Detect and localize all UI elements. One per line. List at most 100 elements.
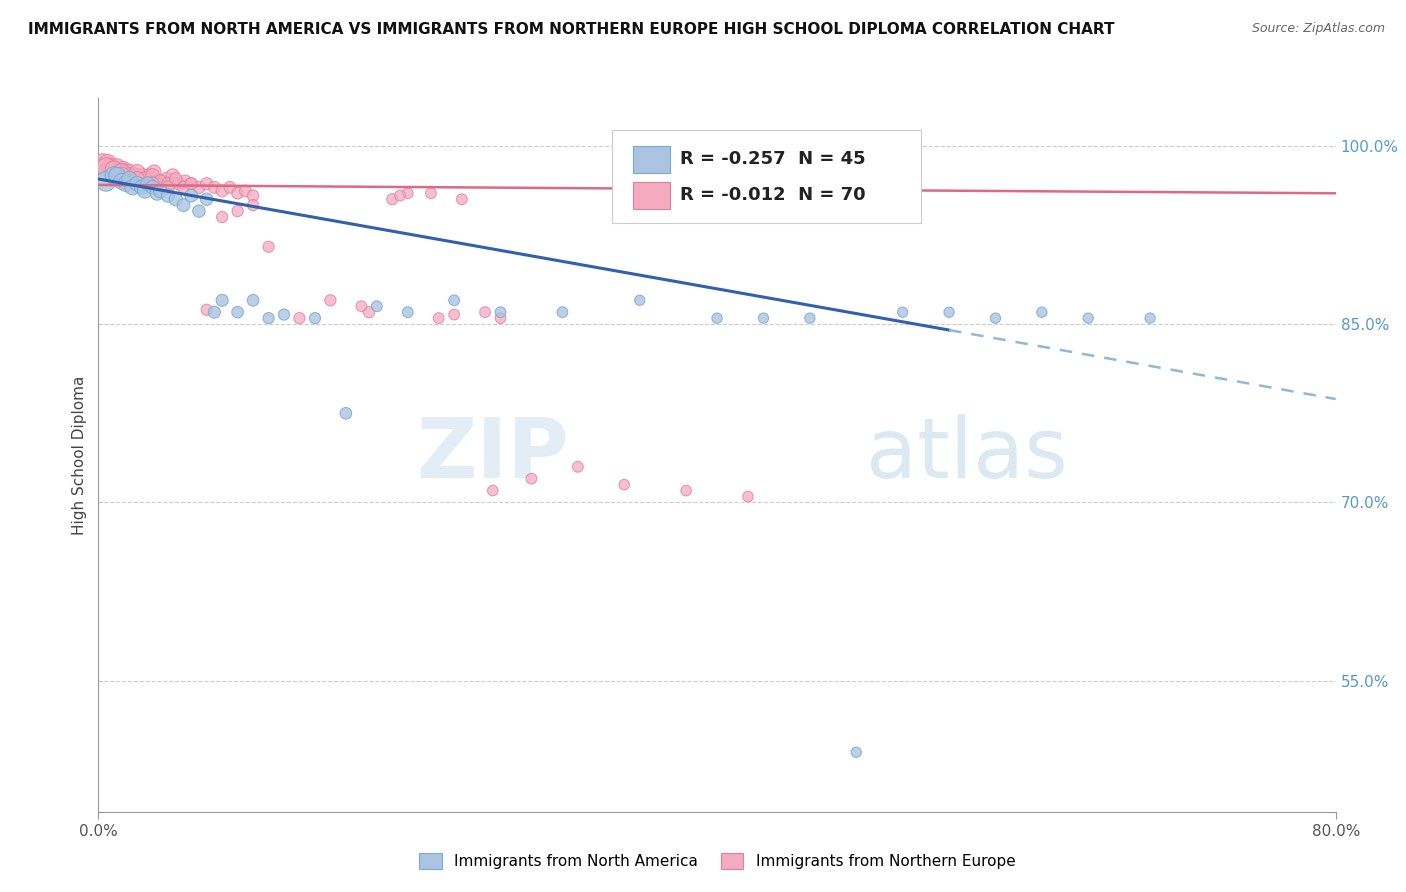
Point	[481, 483, 505, 498]
Point	[938, 305, 960, 319]
Point	[984, 311, 1007, 326]
Point	[157, 180, 180, 194]
Point	[96, 174, 118, 188]
FancyBboxPatch shape	[612, 130, 921, 223]
Point	[105, 169, 128, 183]
Point	[235, 184, 257, 198]
Point	[111, 174, 134, 188]
Point	[752, 311, 775, 326]
Point	[124, 169, 146, 183]
Point	[706, 311, 728, 326]
Point	[127, 177, 149, 191]
Point	[567, 459, 589, 474]
Point	[127, 172, 149, 186]
Point	[226, 186, 249, 201]
Point	[142, 180, 165, 194]
Point	[388, 188, 412, 202]
Point	[257, 311, 280, 326]
Point	[121, 169, 143, 183]
Legend: Immigrants from North America, Immigrants from Northern Europe: Immigrants from North America, Immigrant…	[412, 847, 1022, 875]
Point	[115, 165, 138, 179]
Point	[188, 180, 211, 194]
Point	[396, 186, 419, 201]
Point	[427, 311, 450, 326]
Point	[165, 172, 187, 186]
Point	[96, 160, 118, 174]
Point	[131, 169, 153, 183]
Y-axis label: High School Diploma: High School Diploma	[72, 376, 87, 534]
Point	[142, 177, 165, 191]
Point	[242, 188, 264, 202]
Point	[128, 172, 150, 186]
Point	[845, 186, 868, 201]
Point	[173, 180, 195, 194]
Point	[211, 184, 233, 198]
Point	[357, 305, 380, 319]
Point	[489, 305, 512, 319]
Point	[1077, 311, 1099, 326]
Text: ZIP: ZIP	[416, 415, 568, 495]
Point	[443, 293, 465, 308]
Point	[443, 308, 465, 322]
Point	[138, 169, 160, 183]
Point	[118, 169, 141, 183]
Point	[97, 156, 120, 170]
Point	[108, 165, 131, 179]
Point	[105, 160, 128, 174]
Point	[180, 177, 202, 191]
Point	[226, 204, 249, 219]
Point	[91, 156, 114, 170]
Point	[188, 204, 211, 219]
Point	[149, 174, 172, 188]
Point	[173, 198, 195, 212]
Point	[799, 311, 821, 326]
Point	[1139, 311, 1161, 326]
Point	[520, 472, 543, 486]
Point	[319, 293, 342, 308]
Point	[134, 172, 156, 186]
Point	[675, 483, 697, 498]
Point	[304, 311, 326, 326]
Point	[195, 302, 218, 317]
Point	[381, 192, 404, 206]
Point	[149, 174, 172, 188]
Point	[288, 311, 311, 326]
Point	[195, 192, 218, 206]
Point	[204, 180, 226, 194]
Point	[335, 406, 357, 420]
Point	[131, 180, 153, 194]
Point	[111, 165, 134, 179]
Point	[419, 186, 441, 201]
Point	[174, 174, 197, 188]
Point	[103, 162, 125, 177]
Text: IMMIGRANTS FROM NORTH AMERICA VS IMMIGRANTS FROM NORTHERN EUROPE HIGH SCHOOL DIP: IMMIGRANTS FROM NORTH AMERICA VS IMMIGRA…	[28, 22, 1115, 37]
Point	[180, 177, 202, 191]
Point	[162, 169, 184, 183]
Point	[450, 192, 472, 206]
Point	[474, 305, 496, 319]
Point	[103, 169, 125, 183]
Point	[165, 192, 187, 206]
Point	[891, 305, 914, 319]
Point	[111, 169, 134, 183]
Point	[1031, 305, 1053, 319]
Point	[273, 308, 295, 322]
Point	[366, 299, 388, 313]
Point	[146, 186, 169, 201]
Point	[134, 172, 156, 186]
Point	[211, 210, 233, 224]
Point	[396, 305, 419, 319]
Point	[157, 188, 180, 202]
Point	[136, 177, 159, 191]
Point	[195, 177, 218, 191]
Point	[489, 311, 512, 326]
Point	[157, 177, 180, 191]
Point	[143, 165, 166, 179]
Point	[142, 169, 165, 183]
Point	[613, 477, 636, 491]
Point	[149, 184, 172, 198]
Text: R = -0.012  N = 70: R = -0.012 N = 70	[681, 186, 866, 204]
Point	[180, 188, 202, 202]
Text: R = -0.257  N = 45: R = -0.257 N = 45	[681, 150, 866, 168]
Point	[118, 165, 141, 179]
